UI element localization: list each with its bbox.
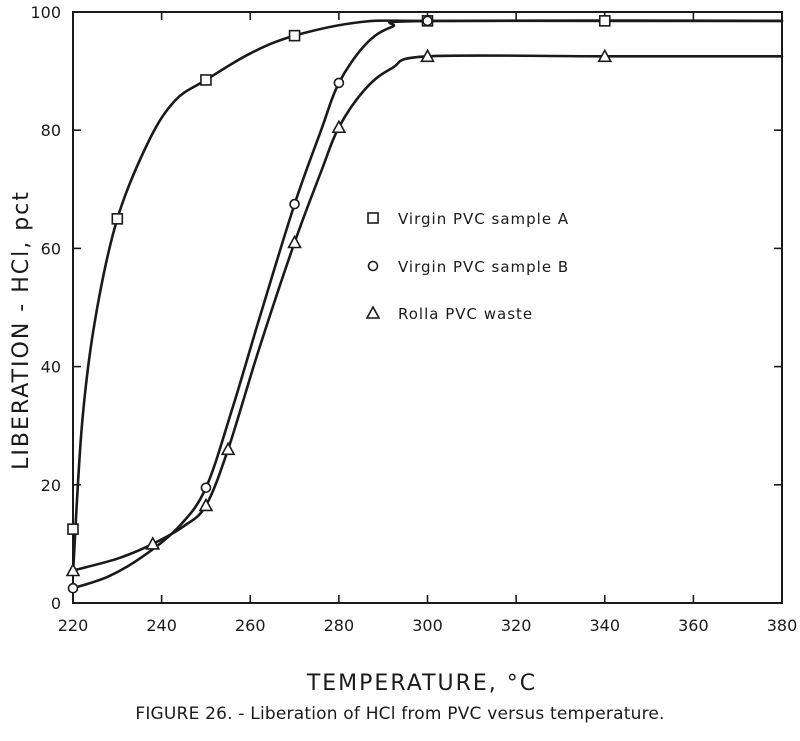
data-point-circle <box>333 77 345 89</box>
series-markers <box>65 15 613 594</box>
data-point-circle <box>67 582 79 594</box>
figure-caption: FIGURE 26. - Liberation of HCl from PVC … <box>135 704 665 724</box>
data-point-square <box>288 29 301 42</box>
y-tick-label: 20 <box>41 476 61 495</box>
x-tick-label: 260 <box>235 616 266 635</box>
axes: 220 240 260 280 300 320 340 360 380 0 20 40 60 80 100 <box>30 3 797 635</box>
y-tick-label: 40 <box>41 358 61 377</box>
legend-label: Rolla PVC waste <box>398 305 533 323</box>
x-tick-label: 360 <box>678 616 709 635</box>
data-point-circle <box>422 15 433 27</box>
data-point-triangle <box>198 497 214 512</box>
x-tick-label: 340 <box>589 616 620 635</box>
legend: Virgin PVC sample A Virgin PVC sample B Ro… <box>365 210 569 323</box>
chart-plot: 220 240 260 280 300 320 340 360 380020406080100 … <box>9 3 797 696</box>
data-point-circle <box>289 198 300 210</box>
x-tick-label: 300 <box>412 616 443 635</box>
x-tick-label: 380 <box>767 616 798 635</box>
data-point-circle <box>200 482 212 494</box>
x-tick-label: 320 <box>501 616 532 635</box>
x-tick-label: 280 <box>324 616 355 635</box>
y-axis-title: LIBERATION - HCl, pct <box>9 190 34 470</box>
data-point-triangle <box>65 562 81 577</box>
series-curve-2 <box>71 54 784 572</box>
data-point-triangle <box>331 119 347 134</box>
y-tick-label: 0 <box>51 594 61 613</box>
data-point-triangle <box>420 48 435 63</box>
legend-label: Virgin PVC sample A <box>398 210 569 228</box>
data-point-square <box>200 74 212 86</box>
x-tick-label: 240 <box>146 616 177 635</box>
legend-label: Virgin PVC sample B <box>398 258 569 276</box>
y-tick-label: 60 <box>41 239 61 258</box>
series-curve-0 <box>71 19 784 575</box>
y-tick-label: 100 <box>30 3 61 22</box>
legend-marker-square <box>367 212 379 224</box>
data-point-triangle <box>220 441 236 456</box>
data-point-square <box>67 523 79 535</box>
data-point-square <box>111 213 124 225</box>
x-tick-label: 220 <box>58 616 89 635</box>
x-axis-title: TEMPERATURE, °C <box>306 671 537 696</box>
y-tick-label: 80 <box>41 121 61 140</box>
data-point-triangle <box>597 48 613 63</box>
data-point-square <box>598 15 611 27</box>
data-point-triangle <box>287 234 302 249</box>
legend-marker-triangle <box>365 305 381 319</box>
legend-marker-circle <box>367 260 379 272</box>
data-point-triangle <box>145 536 161 550</box>
